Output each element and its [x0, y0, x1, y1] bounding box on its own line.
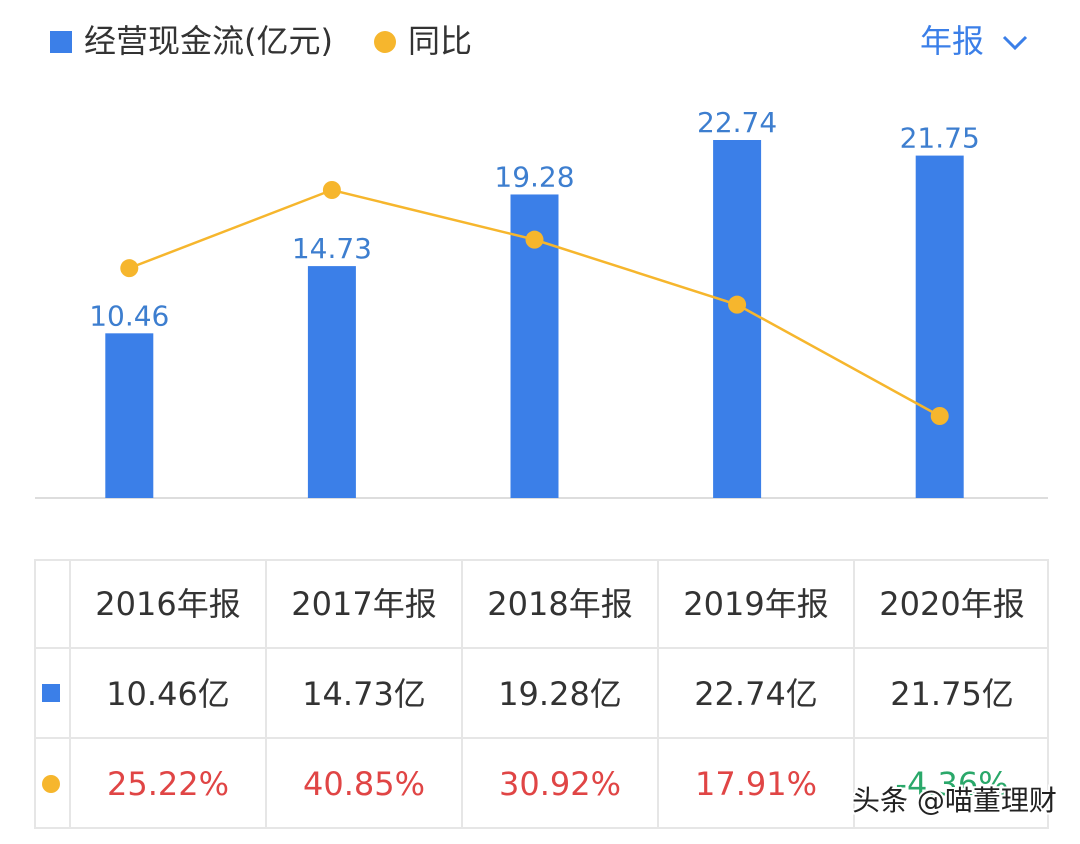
table-header: 2019年报 — [683, 585, 828, 623]
bar — [915, 155, 964, 498]
table-yoy: 17.91% — [695, 765, 817, 803]
yoy-point — [930, 407, 949, 425]
legend-label: 经营现金流(亿元) — [84, 22, 333, 60]
legend-swatch-bar — [50, 31, 72, 53]
table-value: 21.75亿 — [890, 675, 1014, 713]
row-icon-bar — [42, 684, 60, 702]
chevron[interactable] — [1002, 35, 1028, 51]
table-value: 10.46亿 — [106, 675, 230, 713]
yoy-point — [322, 181, 341, 199]
table-header: 2020年报 — [879, 585, 1024, 623]
legend-swatch-line — [374, 31, 396, 53]
yoy-point — [120, 259, 139, 278]
data-label: 21.75 — [900, 122, 980, 155]
yoy-point — [728, 295, 747, 314]
watermark: 头条 @喵董理财 — [852, 784, 1057, 817]
bar — [713, 140, 762, 498]
table-value: 14.73亿 — [302, 675, 426, 713]
table-yoy: 30.92% — [499, 765, 621, 803]
table-border — [34, 559, 1049, 829]
table-header: 2016年报 — [95, 585, 240, 623]
table-value: 19.28亿 — [498, 675, 622, 713]
table-yoy: -4.36% — [895, 765, 1008, 803]
data-label: 14.73 — [292, 232, 372, 265]
period-selector[interactable]: 年报 — [920, 22, 1028, 60]
data-label: 10.46 — [89, 299, 169, 332]
bar — [105, 333, 154, 498]
period-label[interactable]: 年报 — [920, 22, 984, 60]
row-icon-line — [42, 775, 60, 793]
bar — [307, 266, 356, 498]
data-label: 22.74 — [697, 106, 777, 139]
yoy-point — [525, 230, 544, 249]
table-header: 2018年报 — [487, 585, 632, 623]
table-yoy: 25.22% — [107, 765, 229, 803]
table-value: 22.74亿 — [694, 675, 818, 713]
table-header: 2017年报 — [291, 585, 436, 623]
table: 2016年报 10.46亿 25.22% 2017年报 14.73亿 40.85% 2018… — [34, 559, 1049, 829]
data-label: 19.28 — [494, 160, 574, 193]
table-yoy: 40.85% — [303, 765, 425, 803]
legend-label: 同比 — [408, 22, 472, 60]
